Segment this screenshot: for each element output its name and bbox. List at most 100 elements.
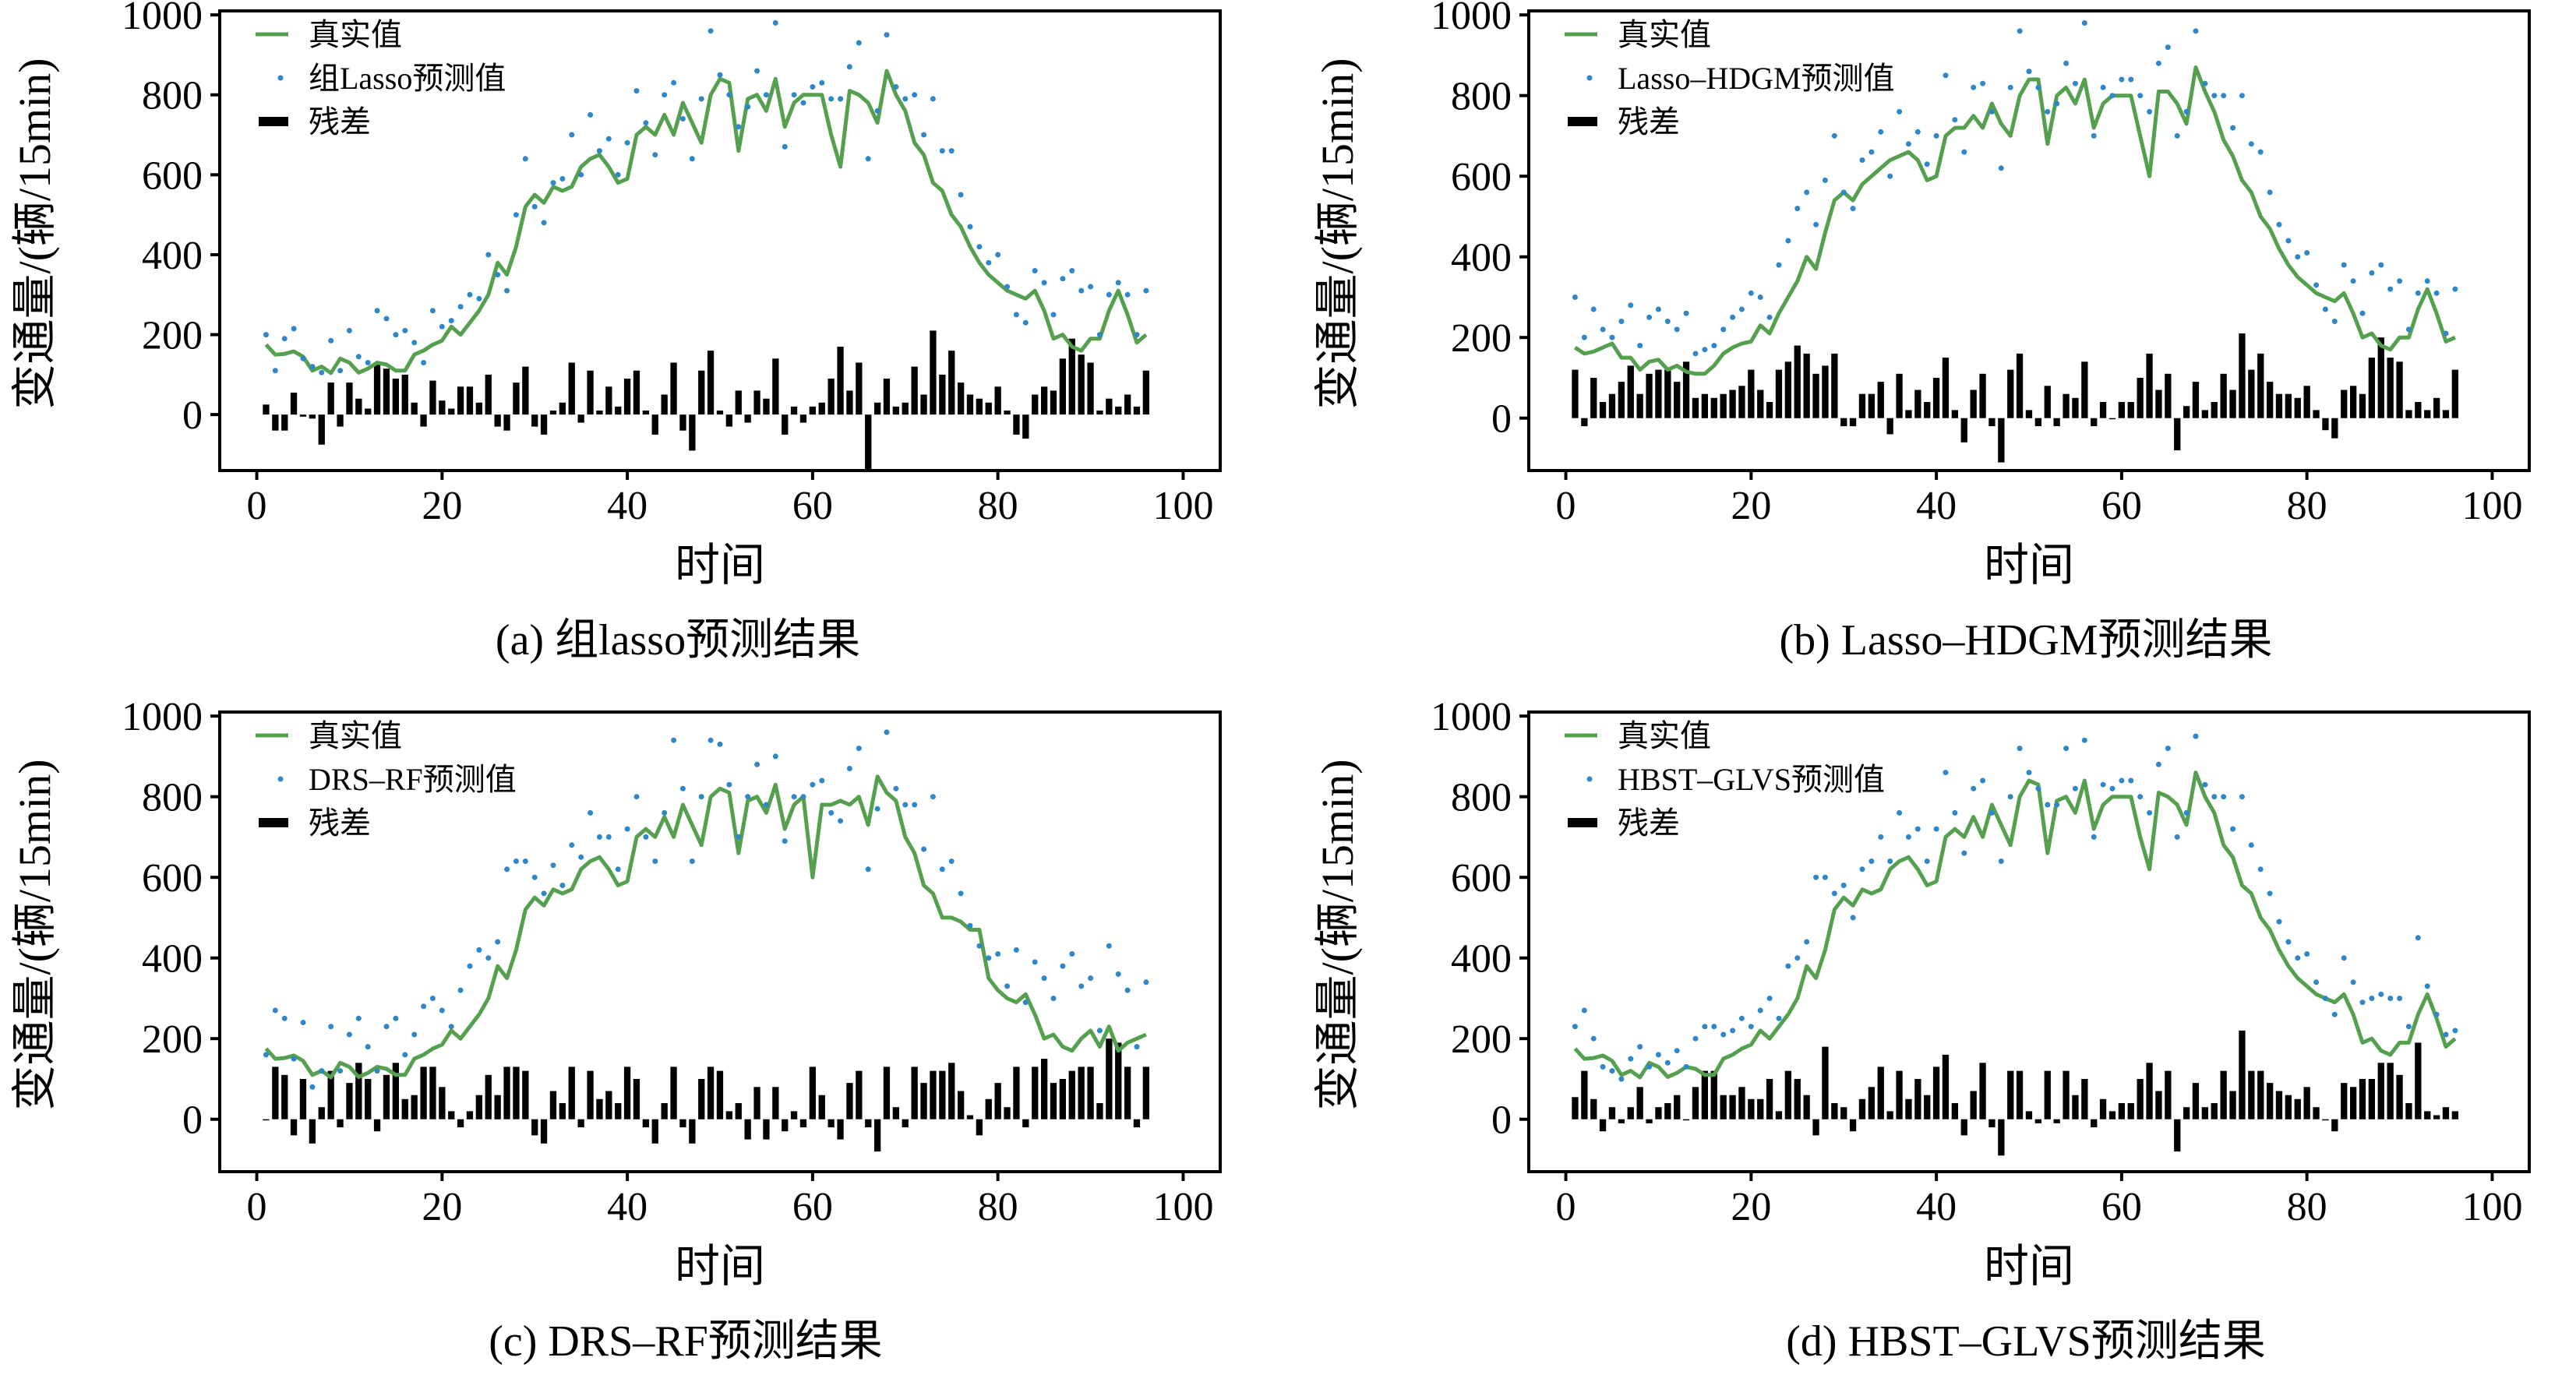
panel-b-residual-bar <box>2294 397 2301 418</box>
panel-b-y-tick-label: 400 <box>1451 236 1512 280</box>
panel-b-prediction-point <box>1822 177 1828 183</box>
panel-a-residual-bar <box>411 402 418 415</box>
panel-b-residual-bar <box>2137 378 2144 418</box>
panel-c-residual-bar <box>309 1119 316 1144</box>
panel-d-prediction-point <box>2026 770 2032 776</box>
panel-b-residual-bar <box>2174 418 2181 451</box>
panel-a-prediction-point <box>930 96 936 102</box>
panel-c-prediction-point <box>300 1020 306 1025</box>
panel-c-legend-resid-swatch <box>259 818 288 827</box>
panel-a-residual-bar <box>605 386 612 415</box>
panel-c-prediction-point <box>513 858 519 864</box>
panel-b-residual-bar <box>2313 410 2320 418</box>
panel-a-residual-bar <box>902 402 909 415</box>
panel-c-prediction-point <box>763 802 769 808</box>
panel-d-legend-pred-label: HBST–GLVS预测值 <box>1618 762 1885 797</box>
panel-b-prediction-point <box>2035 84 2041 90</box>
panel-c-prediction-point <box>782 838 788 844</box>
panel-d-residual-bar <box>1572 1097 1579 1119</box>
panel-d-residual-bar <box>2146 1063 2153 1119</box>
panel-a-prediction-point <box>467 291 473 298</box>
panel-b-prediction-point <box>2007 84 2013 90</box>
panel-a-prediction-point <box>948 148 955 154</box>
panel-b-prediction-point <box>2322 306 2328 312</box>
panel-a-residual-bar <box>1004 411 1011 415</box>
panel-b-prediction-point <box>2081 20 2087 26</box>
panel-c-y-tick-label: 400 <box>142 937 203 982</box>
panel-c-prediction-point <box>1069 951 1075 957</box>
panel-d-residual-bar <box>1738 1087 1745 1119</box>
panel-a: 时间 变通量/(辆/15min) (a) 组lasso预测结果 真实值 组Las… <box>9 0 1222 665</box>
panel-c-prediction-point <box>986 955 992 961</box>
panel-b-residual-bar <box>1748 369 1755 418</box>
panel-d-residual-bar <box>2322 1119 2329 1121</box>
panel-b-residual-bar <box>1970 390 1977 418</box>
panel-a-residual-bar <box>309 414 316 419</box>
panel-a-prediction-point <box>1124 291 1131 298</box>
panel-c-prediction-point <box>429 996 436 1001</box>
panel-d-residual-bar <box>2248 1070 2255 1119</box>
panel-a-prediction-point <box>615 171 621 178</box>
panel-c-prediction-point <box>819 777 825 784</box>
panel-b-prediction-point <box>1692 351 1699 357</box>
panel-c-residual-bar <box>763 1119 770 1140</box>
panel-c-residual-bar <box>549 1091 557 1119</box>
panel-c-prediction-point <box>689 858 695 864</box>
panel-d-prediction-point <box>1628 1056 1634 1062</box>
panel-c-residual-bar <box>1078 1067 1085 1119</box>
panel-a-prediction-point <box>429 308 436 314</box>
panel-c-prediction-point <box>1041 975 1047 982</box>
panel-a-prediction-point <box>513 212 519 218</box>
panel-b-prediction-point <box>1933 132 1939 139</box>
panel-d-prediction-point <box>1730 1028 1736 1034</box>
panel-c-residual-bar <box>930 1070 937 1119</box>
panel-a-residual-bar <box>892 406 899 415</box>
panel-c-residual-bar <box>439 1087 446 1119</box>
panel-b-residual-bar <box>1932 378 1940 418</box>
panel-a-marks <box>263 19 1149 471</box>
panel-b-prediction-point <box>2415 290 2421 296</box>
panel-d-residual-bar <box>1636 1087 1643 1119</box>
panel-b-residual-bar <box>1960 418 1967 442</box>
panel-b-residual-bar <box>2350 386 2357 418</box>
panel-b-prediction-point <box>2147 108 2153 115</box>
panel-c-prediction-point <box>810 781 816 788</box>
panel-a-y-tick-label: 200 <box>142 314 203 358</box>
panel-d-residual-bar <box>1664 1103 1671 1119</box>
panel-b-prediction-point <box>1600 326 1606 333</box>
panel-c-residual-bar <box>540 1119 548 1144</box>
panel-d-residual-bar <box>1646 1119 1653 1123</box>
panel-b-prediction-point <box>2285 238 2292 244</box>
panel-b-residual-bar <box>1581 418 1588 427</box>
panel-d-residual-bar <box>2044 1070 2051 1119</box>
panel-c-prediction-point <box>874 806 880 812</box>
panel-d-prediction-point <box>1850 915 1856 921</box>
panel-d-residual-bar <box>2099 1098 2107 1119</box>
panel-d-prediction-point <box>1822 874 1828 880</box>
panel-d-residual-bar <box>2275 1091 2283 1119</box>
panel-d-legend-resid-label: 残差 <box>1618 806 1680 841</box>
panel-c-prediction-point <box>421 1003 427 1010</box>
panel-c-residual-bar <box>503 1067 510 1119</box>
panel-c-prediction-point <box>1115 971 1121 977</box>
panel-d-residual-bar <box>1905 1098 1912 1119</box>
panel-a-prediction-point <box>1096 332 1103 338</box>
panel-c-prediction-point <box>772 753 778 760</box>
panel-d-prediction-point <box>2193 733 2199 739</box>
panel-d-residual-bar <box>2007 1070 2014 1119</box>
panel-a-prediction-point <box>921 132 927 138</box>
panel-c-prediction-point <box>884 729 890 735</box>
panel-b-residual-bar <box>2127 402 2134 418</box>
panel-d-prediction-point <box>1831 890 1837 897</box>
panel-d-y-tick-label: 400 <box>1451 937 1512 982</box>
panel-d-prediction-point <box>1618 1076 1625 1082</box>
panel-b-prediction-point <box>2221 93 2227 99</box>
panel-a-prediction-point <box>596 148 602 154</box>
panel-b-residual-bar <box>2053 418 2060 427</box>
panel-a-residual-bar <box>707 351 715 415</box>
panel-c-prediction-point <box>708 737 714 743</box>
panel-d-prediction-point <box>1637 1044 1643 1050</box>
panel-c-prediction-point <box>1060 963 1066 969</box>
